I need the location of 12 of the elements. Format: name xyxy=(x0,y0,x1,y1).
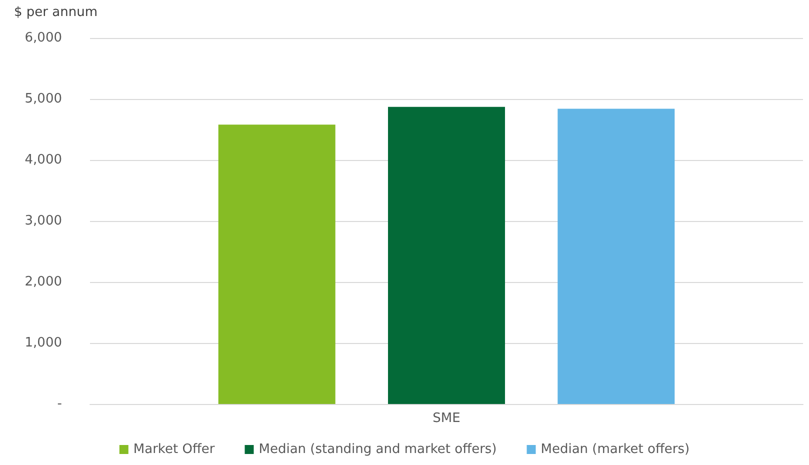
legend-label: Median (standing and market offers) xyxy=(258,442,497,457)
y-tick-label: 6,000 xyxy=(24,30,62,46)
legend-label: Median (market offers) xyxy=(540,442,690,457)
y-tick-label: - xyxy=(57,396,62,412)
x-tick-label: SME xyxy=(432,411,460,426)
y-tick-label: 5,000 xyxy=(24,92,62,106)
y-axis-title: $ per annum xyxy=(14,5,98,20)
y-tick-label: 4,000 xyxy=(24,152,62,168)
y-tick-label: 1,000 xyxy=(24,336,62,350)
legend-label: Market Offer xyxy=(133,442,216,457)
y-tick-label: 2,000 xyxy=(24,274,62,290)
y-tick-label: 3,000 xyxy=(24,214,62,228)
